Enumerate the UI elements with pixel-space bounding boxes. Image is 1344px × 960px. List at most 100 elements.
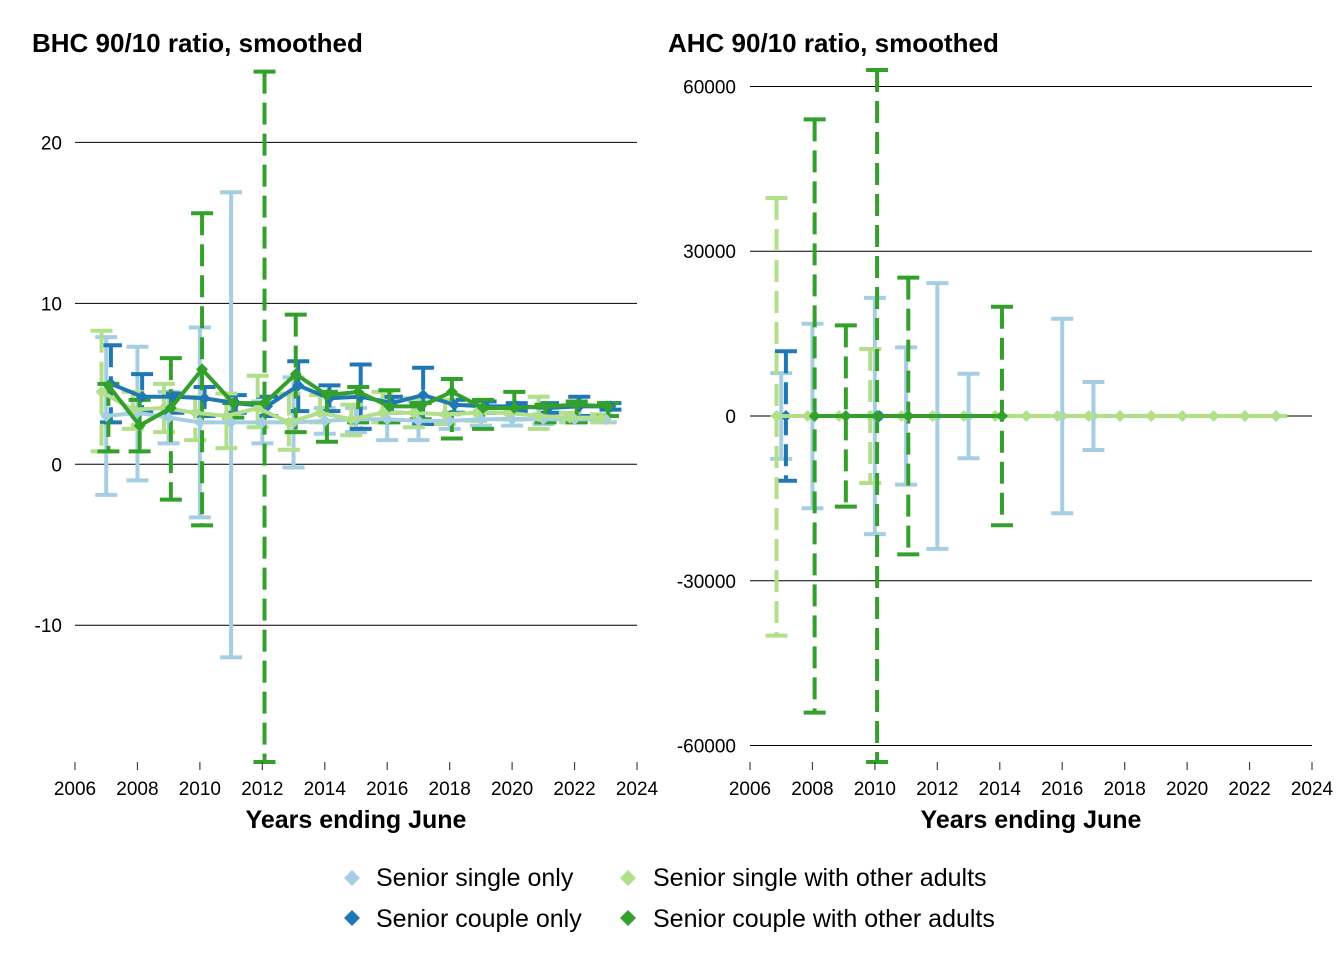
x-axis-label-ahc: Years ending June: [921, 806, 1142, 834]
data-point: [189, 406, 202, 419]
x-tick-label: 2020: [491, 779, 533, 800]
x-tick-label: 2016: [1041, 779, 1083, 800]
data-point: [196, 363, 209, 376]
data-point: [256, 416, 269, 429]
legend-label: Senior single with other adults: [653, 864, 987, 892]
data-point: [770, 410, 783, 422]
data-point: [282, 416, 295, 429]
legend-marker: [344, 870, 360, 886]
data-point: [292, 379, 305, 392]
x-tick-label: 2014: [304, 779, 347, 800]
x-tick-label: 2024: [1291, 779, 1334, 800]
x-tick-label: 2008: [116, 779, 158, 800]
x-tick-label: 2012: [916, 779, 958, 800]
panel-bhc: BHC 90/10 ratio, smoothed -10 0 10 20 2006 2…: [32, 28, 659, 834]
data-point: [902, 410, 915, 422]
legend-marker: [620, 870, 636, 886]
data-point: [414, 400, 427, 413]
data-point: [1020, 410, 1033, 422]
legend: Senior single only Senior couple only Se…: [344, 864, 995, 933]
x-tick-label: 2006: [54, 779, 96, 800]
data-point: [376, 406, 389, 419]
data-point: [601, 400, 614, 413]
data-point: [801, 410, 814, 422]
data-point: [164, 401, 177, 414]
data-point: [871, 410, 884, 422]
chart-title-bhc: BHC 90/10 ratio, smoothed: [32, 28, 363, 58]
data-point: [198, 392, 211, 405]
legend-item-senior-single-with-other-adults: Senior single with other adults: [620, 864, 987, 892]
data-point: [595, 411, 608, 424]
y-tick-label: 20: [41, 133, 62, 154]
data-point: [539, 400, 552, 413]
data-point: [570, 398, 583, 411]
y-tick-label: -30000: [677, 572, 736, 593]
x-tick-label: 2018: [429, 779, 471, 800]
data-point: [352, 385, 365, 398]
legend-item-senior-single-only: Senior single only: [344, 864, 574, 892]
legend-item-senior-couple-only: Senior couple only: [344, 905, 582, 933]
x-tick-label: 2008: [791, 779, 833, 800]
data-point: [1176, 410, 1189, 422]
x-axis-label-bhc: Years ending June: [246, 806, 467, 834]
x-tick-label: 2018: [1104, 779, 1146, 800]
data-point: [102, 379, 115, 392]
x-tick-label: 2012: [241, 779, 283, 800]
x-tick-label: 2022: [553, 779, 595, 800]
data-point: [100, 410, 113, 422]
data-point: [532, 410, 545, 422]
data-point: [412, 414, 425, 427]
data-point: [383, 400, 396, 413]
data-point: [417, 389, 430, 402]
legend-label: Senior single only: [376, 864, 574, 892]
x-tick-label: 2020: [1166, 779, 1208, 800]
x-tick-label: 2016: [366, 779, 408, 800]
legend-marker: [620, 910, 636, 926]
data-point: [95, 385, 108, 398]
data-point: [1082, 410, 1095, 422]
legend-item-senior-couple-with-other-adults: Senior couple with other adults: [620, 905, 995, 933]
data-point: [508, 401, 521, 414]
data-point: [1207, 410, 1220, 422]
legend-marker: [344, 910, 360, 926]
data-point: [1051, 410, 1064, 422]
x-tick-label: 2010: [854, 779, 896, 800]
legend-label: Senior couple only: [376, 905, 582, 933]
y-tick-label: -10: [35, 616, 62, 637]
data-point: [162, 411, 175, 424]
x-tick-label: 2006: [729, 779, 771, 800]
x-tick-label: 2022: [1228, 779, 1270, 800]
data-point: [445, 385, 458, 398]
data-point: [1238, 410, 1251, 422]
data-point: [220, 410, 233, 422]
data-point: [563, 411, 576, 424]
data-point: [1270, 410, 1283, 422]
legend-label: Senior couple with other adults: [653, 905, 995, 933]
data-point: [1145, 410, 1158, 422]
data-point: [839, 410, 852, 422]
data-point: [1113, 410, 1126, 422]
data-point: [477, 401, 490, 414]
data-point: [314, 406, 327, 419]
y-tick-label: 10: [41, 294, 62, 315]
x-tick-label: 2014: [979, 779, 1022, 800]
x-tick-label: 2010: [179, 779, 221, 800]
data-point: [136, 390, 149, 403]
y-tick-label: -60000: [677, 737, 736, 758]
data-point: [320, 389, 333, 402]
y-tick-label: 60000: [683, 77, 736, 98]
data-point: [193, 416, 206, 429]
data-point: [438, 408, 451, 421]
x-tick-label: 2024: [616, 779, 659, 800]
data-point: [133, 419, 146, 432]
data-point: [995, 410, 1008, 422]
data-point: [345, 413, 358, 426]
y-tick-label: 0: [51, 455, 62, 476]
panel-ahc: AHC 90/10 ratio, smoothed -60000 -30000 0 3…: [668, 28, 1334, 834]
data-point: [227, 397, 240, 410]
data-point: [448, 398, 461, 411]
data-point: [407, 406, 420, 419]
data-point: [258, 397, 271, 410]
data-point: [318, 414, 331, 427]
